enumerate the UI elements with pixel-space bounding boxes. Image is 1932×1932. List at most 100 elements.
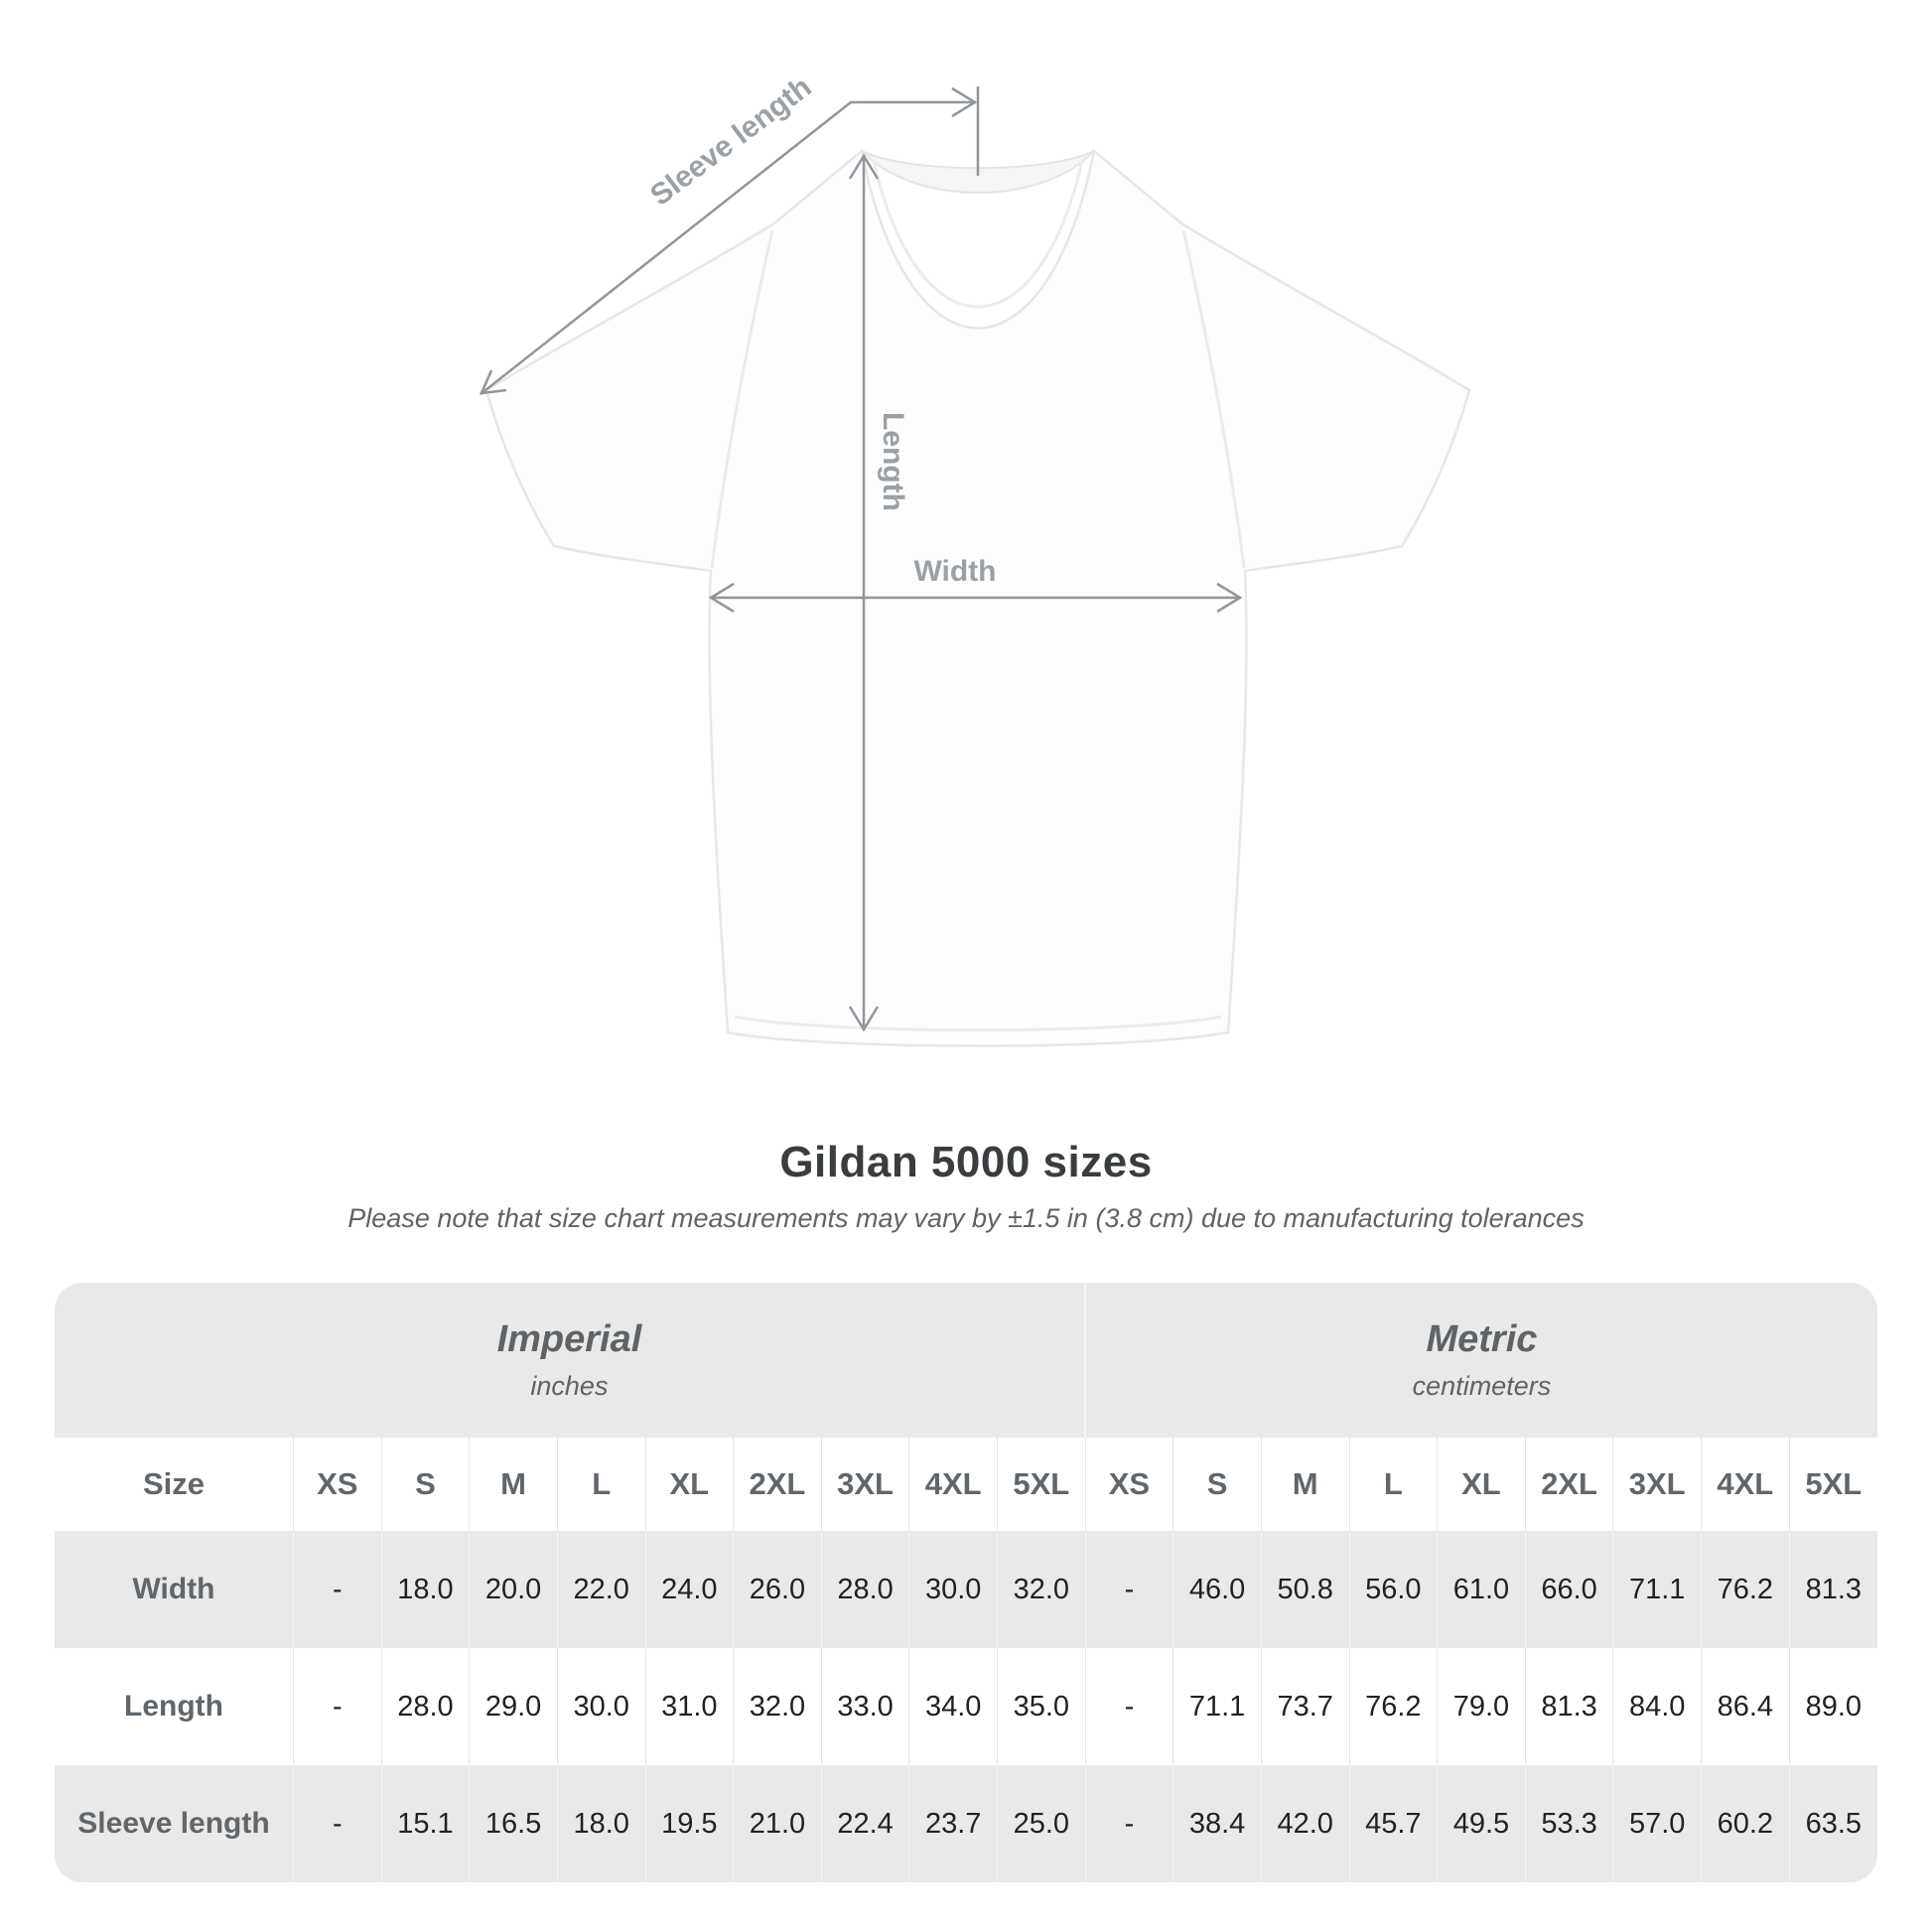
measurement-body: Width -18.0 20.0 22.0 24.0 26.0 28.0 30.0 32.0-4… [55,1531,1877,1882]
row-label: Width [55,1531,294,1648]
measurement-cell: 25.0 [997,1765,1086,1882]
measurement-cell: 28.0 [380,1648,470,1765]
metric-subtitle: centimeters [1412,1371,1552,1401]
row-label: Length [55,1648,294,1765]
measurement-cell: 61.0 [1437,1531,1526,1648]
length-arrow-top [848,153,880,180]
measurement-cell: 60.2 [1701,1765,1790,1882]
measurement-cell: 22.4 [820,1765,909,1882]
measurement-cell: 76.2 [1701,1531,1790,1648]
measurement-cell: 89.0 [1788,1648,1877,1765]
measurement-cell: 53.3 [1524,1765,1613,1882]
measurement-cell: 73.7 [1260,1648,1349,1765]
page-subtitle: Please note that size chart measurements… [347,1203,1585,1233]
measurement-row: Width -18.0 20.0 22.0 24.0 26.0 28.0 30.0 32.0-4… [55,1531,1877,1648]
width-label: Width [913,555,996,588]
measurements-table: Size XS S M L XL 2XL 3XL 4XL 5XL XS S M L XL 2XL 3XL 4XL 5… [55,1438,1877,1882]
sleeve-arrow-start [479,369,507,395]
measurement-cell: 19.5 [644,1765,734,1882]
measurement-cell: - [293,1648,382,1765]
measurement-cell: - [293,1531,382,1648]
collar-ribbing-seam [872,160,1084,309]
measurement-cell: 76.2 [1348,1648,1438,1765]
measurement-cell: 86.4 [1701,1648,1790,1765]
sleeve-length-label: Sleeve length [644,70,817,212]
measurement-cell: 71.1 [1612,1531,1702,1648]
right-sleeve-seam [1181,229,1246,569]
measurement-cell: 30.0 [556,1648,645,1765]
measurement-cell: 26.0 [733,1531,822,1648]
unit-group-metric: Metric centimeters [1083,1283,1877,1438]
size-column-header: 2XL [1524,1438,1613,1531]
size-column-header: 3XL [1612,1438,1702,1531]
measurement-row: Sleeve length -15.1 16.5 18.0 19.5 21.0 22.4 23… [55,1765,1877,1882]
size-column-header: XS [1084,1438,1173,1531]
size-column-header: 4XL [908,1438,998,1531]
measurement-cell: 18.0 [556,1765,645,1882]
measurement-cell: 21.0 [733,1765,822,1882]
measurement-cell: 81.3 [1788,1531,1877,1648]
size-column-header: 3XL [820,1438,909,1531]
page-title: Gildan 5000 sizes [779,1138,1153,1186]
size-column-header: S [1173,1438,1262,1531]
measurement-cell: 57.0 [1612,1765,1702,1882]
size-column-header: XL [1437,1438,1526,1531]
length-arrow-bottom [848,1006,880,1033]
size-column-header: XL [644,1438,734,1531]
measurement-cell: 49.5 [1437,1765,1526,1882]
measurement-cell: 29.0 [469,1648,558,1765]
measurement-cell: 84.0 [1612,1648,1702,1765]
size-chart-table: Imperial inches Metric centimeters Size X… [55,1283,1877,1882]
tshirt-measurement-diagram: Sleeve length Length Width [479,70,1471,1047]
measurement-cell: 34.0 [908,1648,998,1765]
measurement-cell: 66.0 [1524,1531,1613,1648]
size-column-header: S [380,1438,470,1531]
measurement-cell: 46.0 [1173,1531,1262,1648]
measurement-cell: 42.0 [1260,1765,1349,1882]
measurement-cell: 33.0 [820,1648,909,1765]
measurement-cell: - [1084,1648,1173,1765]
measurement-cell: 32.0 [733,1648,822,1765]
measurement-cell: 16.5 [469,1765,558,1882]
measurement-cell: 38.4 [1173,1765,1262,1882]
sleeve-dimension-line [480,100,976,395]
measurement-cell: 63.5 [1788,1765,1877,1882]
length-label: Length [877,412,909,511]
size-column-header: 2XL [733,1438,822,1531]
size-column-header: 4XL [1701,1438,1790,1531]
metric-title: Metric [1426,1318,1538,1360]
measurement-cell: 32.0 [997,1531,1086,1648]
imperial-subtitle: inches [530,1371,609,1401]
measurement-cell: - [293,1765,382,1882]
width-arrow-right [1216,582,1243,614]
measurement-cell: 71.1 [1173,1648,1262,1765]
measurement-cell: 24.0 [644,1531,734,1648]
measurement-cell: 20.0 [469,1531,558,1648]
size-column-header: L [1348,1438,1438,1531]
row-label: Sleeve length [55,1765,294,1882]
measurement-cell: 35.0 [997,1648,1086,1765]
size-header-label: Size [142,1466,206,1501]
width-arrow-left [708,582,735,614]
imperial-title: Imperial [496,1318,642,1360]
size-column-header: M [1260,1438,1349,1531]
title-block: Gildan 5000 sizes Please note that size … [0,1138,1932,1234]
measurement-cell: 18.0 [380,1531,470,1648]
measurement-cell: 79.0 [1437,1648,1526,1765]
size-column-header: L [556,1438,645,1531]
size-column-header: M [469,1438,558,1531]
measurement-cell: 30.0 [908,1531,998,1648]
measurement-cell: 23.7 [908,1765,998,1882]
size-column-header: 5XL [1788,1438,1877,1531]
measurement-cell: 81.3 [1524,1648,1613,1765]
hem-stitch [734,1015,1222,1032]
measurement-row: Length -28.0 29.0 30.0 31.0 32.0 33.0 34.0 35.0-… [55,1648,1877,1765]
measurement-cell: 31.0 [644,1648,734,1765]
unit-band: Imperial inches Metric centimeters [55,1283,1877,1438]
measurement-cell: - [1084,1531,1173,1648]
measurement-cell: 28.0 [820,1531,909,1648]
sleeve-arrow-end [951,86,978,118]
measurement-cell: 50.8 [1260,1531,1349,1648]
measurement-cell: - [1084,1765,1173,1882]
measurement-cell: 22.0 [556,1531,645,1648]
